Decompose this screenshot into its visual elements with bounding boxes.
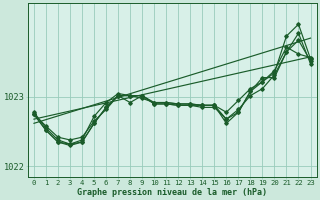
X-axis label: Graphe pression niveau de la mer (hPa): Graphe pression niveau de la mer (hPa) <box>77 188 267 197</box>
